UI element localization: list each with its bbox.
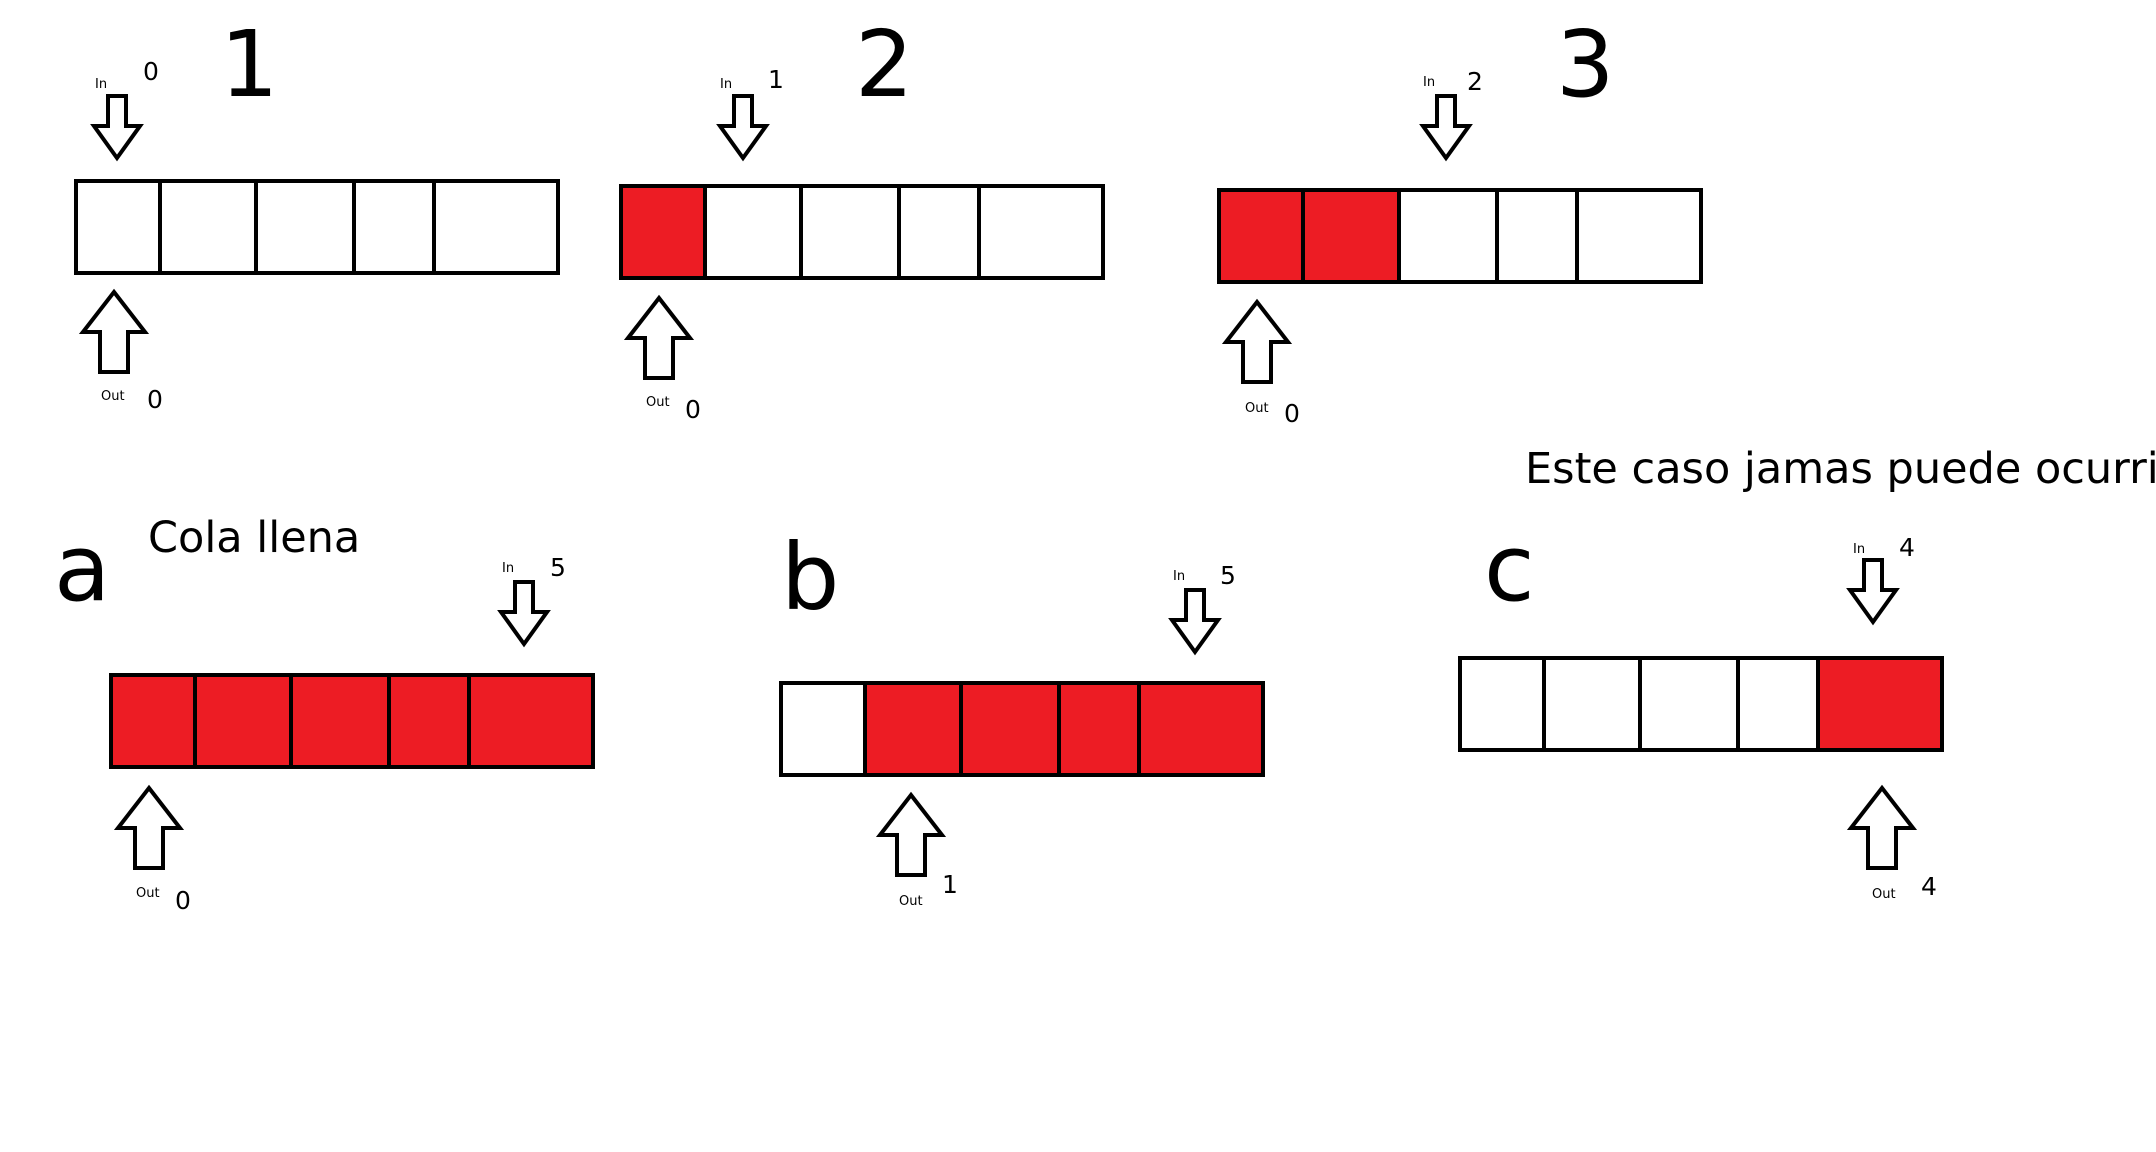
queue-cell-filled bbox=[1057, 681, 1141, 777]
queue-array bbox=[1458, 656, 1944, 752]
queue-cell-filled bbox=[959, 681, 1061, 777]
in-pointer bbox=[90, 94, 144, 162]
queue-cell-empty bbox=[158, 179, 258, 275]
impossible-case-caption: Este caso jamas puede ocurrir bbox=[1525, 444, 2156, 494]
queue-cell-empty bbox=[779, 681, 867, 777]
in-value: 2 bbox=[1467, 67, 1483, 96]
out-pointer bbox=[875, 791, 947, 877]
out-value: 0 bbox=[147, 385, 163, 414]
queue-cell-empty bbox=[703, 184, 803, 280]
down-arrow-icon bbox=[1168, 588, 1222, 656]
queue-cell-filled bbox=[289, 673, 391, 769]
up-arrow-icon bbox=[623, 294, 695, 380]
queue-cell-empty bbox=[897, 184, 981, 280]
in-value: 0 bbox=[143, 57, 159, 86]
in-pointer bbox=[497, 580, 551, 648]
queue-cell-empty bbox=[1638, 656, 1740, 752]
queue-cell-filled bbox=[1816, 656, 1944, 752]
queue-cell-empty bbox=[1542, 656, 1642, 752]
panel-label: c bbox=[1484, 515, 1535, 622]
out-pointer bbox=[623, 294, 695, 380]
queue-cell-filled bbox=[193, 673, 293, 769]
queue-cell-empty bbox=[1495, 188, 1579, 284]
up-arrow-icon bbox=[875, 791, 947, 877]
queue-cell-empty bbox=[1575, 188, 1703, 284]
in-label: In bbox=[1173, 569, 1185, 584]
out-value: 4 bbox=[1921, 872, 1937, 901]
queue-cell-empty bbox=[1736, 656, 1820, 752]
panel-label: b bbox=[781, 524, 839, 631]
out-pointer bbox=[113, 784, 185, 870]
in-pointer bbox=[1168, 588, 1222, 656]
panel-label: 2 bbox=[855, 11, 914, 118]
in-pointer bbox=[716, 94, 770, 162]
in-label: In bbox=[95, 77, 107, 92]
in-value: 5 bbox=[550, 553, 566, 582]
up-arrow-icon bbox=[1846, 784, 1918, 870]
panel-2: 2 In 1 Out 0 bbox=[619, 11, 1105, 424]
in-value: 5 bbox=[1220, 561, 1236, 590]
in-pointer bbox=[1419, 94, 1473, 162]
panel-c: c In 4 Out 4 bbox=[1458, 515, 1944, 902]
out-label: Out bbox=[101, 389, 125, 404]
panel-3: 3 In 2 Out 0 bbox=[1217, 11, 1703, 428]
down-arrow-icon bbox=[90, 94, 144, 162]
out-pointer bbox=[1221, 298, 1293, 384]
in-label: In bbox=[1853, 542, 1865, 557]
queue-cell-filled bbox=[1217, 188, 1305, 284]
queue-cell-filled bbox=[619, 184, 707, 280]
queue-cell-empty bbox=[432, 179, 560, 275]
out-label: Out bbox=[136, 886, 160, 901]
panel-caption: Cola llena bbox=[148, 513, 360, 563]
up-arrow-icon bbox=[1221, 298, 1293, 384]
queue-array bbox=[779, 681, 1265, 777]
out-value: 0 bbox=[1284, 399, 1300, 428]
queue-cell-empty bbox=[74, 179, 162, 275]
out-pointer bbox=[78, 288, 150, 374]
queue-cell-filled bbox=[467, 673, 595, 769]
panel-1: 1 In 0 Out 0 bbox=[74, 11, 560, 414]
queue-array bbox=[1217, 188, 1703, 284]
out-label: Out bbox=[646, 395, 670, 410]
out-label: Out bbox=[1872, 887, 1896, 902]
up-arrow-icon bbox=[113, 784, 185, 870]
down-arrow-icon bbox=[1419, 94, 1473, 162]
out-value: 1 bbox=[942, 870, 958, 899]
in-value: 1 bbox=[768, 65, 784, 94]
queue-cell-empty bbox=[1458, 656, 1546, 752]
queue-array bbox=[109, 673, 595, 769]
out-pointer bbox=[1846, 784, 1918, 870]
queue-cell-filled bbox=[1137, 681, 1265, 777]
down-arrow-icon bbox=[716, 94, 770, 162]
in-label: In bbox=[502, 561, 514, 576]
panel-label: 1 bbox=[220, 11, 279, 118]
panel-a: a Cola llena In 5 Out 0 bbox=[54, 513, 595, 915]
in-label: In bbox=[1423, 75, 1435, 90]
queue-cell-empty bbox=[1397, 188, 1499, 284]
out-value: 0 bbox=[175, 886, 191, 915]
out-label: Out bbox=[1245, 401, 1269, 416]
down-arrow-icon bbox=[1846, 558, 1900, 626]
queue-cell-filled bbox=[1301, 188, 1401, 284]
queue-cell-empty bbox=[799, 184, 901, 280]
panel-label: a bbox=[54, 515, 110, 622]
down-arrow-icon bbox=[497, 580, 551, 648]
queue-cell-filled bbox=[109, 673, 197, 769]
queue-cell-filled bbox=[863, 681, 963, 777]
panel-b: b In 5 Out 1 bbox=[779, 524, 1265, 909]
queue-cell-empty bbox=[352, 179, 436, 275]
panel-label: 3 bbox=[1556, 11, 1615, 118]
queue-cell-empty bbox=[977, 184, 1105, 280]
queue-array bbox=[74, 179, 560, 275]
queue-cell-filled bbox=[387, 673, 471, 769]
in-value: 4 bbox=[1899, 533, 1915, 562]
in-pointer bbox=[1846, 558, 1900, 626]
queue-cell-empty bbox=[254, 179, 356, 275]
out-value: 0 bbox=[685, 395, 701, 424]
up-arrow-icon bbox=[78, 288, 150, 374]
queue-array bbox=[619, 184, 1105, 280]
out-label: Out bbox=[899, 894, 923, 909]
in-label: In bbox=[720, 77, 732, 92]
